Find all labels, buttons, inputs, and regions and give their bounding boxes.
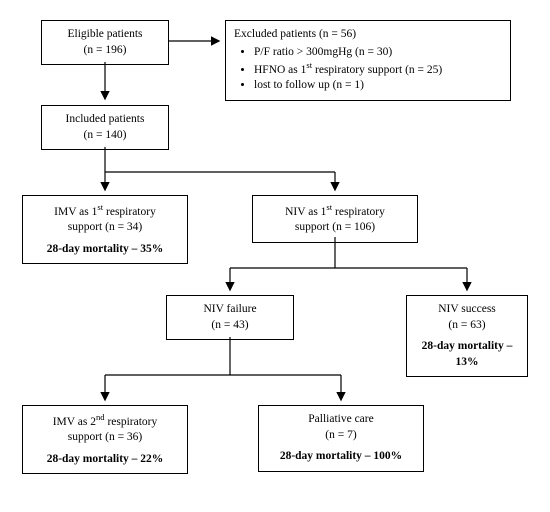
node-imv-first-support: IMV as 1st respiratorysupport (n = 34)28… [22,195,188,264]
node-eligible-patients: Eligible patients(n = 196) [41,20,169,65]
node-niv-first-support: NIV as 1st respiratorysupport (n = 106) [252,195,418,243]
node-niv-success: NIV success(n = 63)28-day mortality – 13… [406,295,528,377]
node-imv-second-support: IMV as 2nd respiratorysupport (n = 36)28… [22,405,188,474]
node-included-patients: Included patients(n = 140) [41,105,169,150]
node-excluded-patients: Excluded patients (n = 56)P/F ratio > 30… [225,20,511,101]
node-niv-failure: NIV failure(n = 43) [166,295,294,340]
node-palliative-care: Palliative care(n = 7)28-day mortality –… [258,405,424,472]
